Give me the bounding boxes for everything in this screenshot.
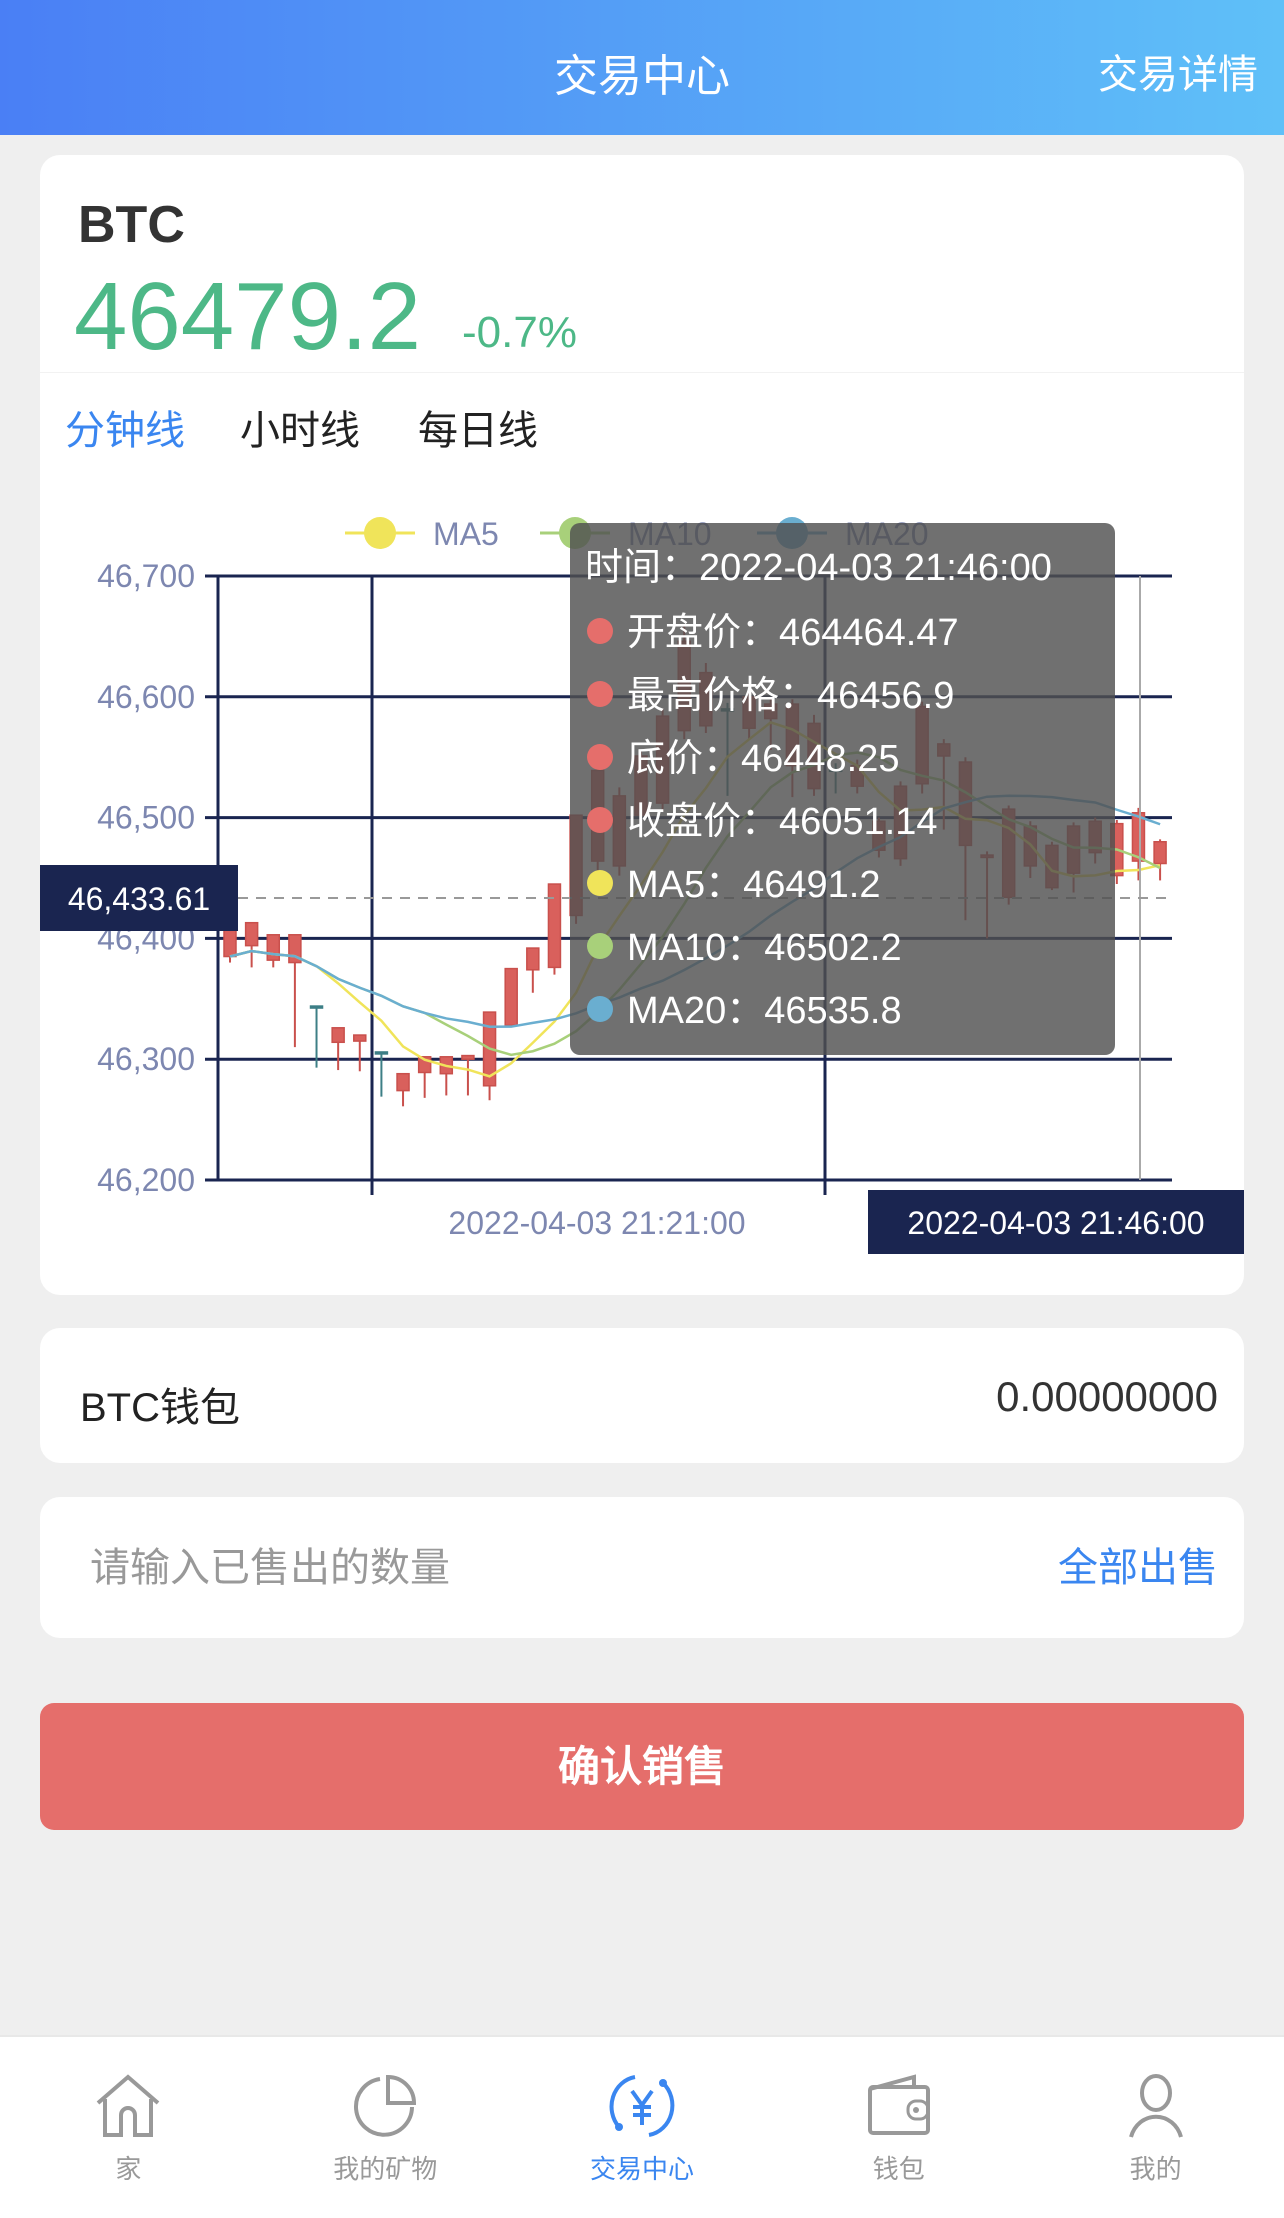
- kline-chart[interactable]: MA5 MA10 MA20 46,70046,60046,50046,40046…: [0, 480, 1284, 1280]
- candle: [353, 1034, 367, 1072]
- sell-all-button[interactable]: 全部出售: [1058, 1546, 1218, 1590]
- nav-home[interactable]: 家: [0, 2037, 257, 2218]
- tooltip-dot: [587, 744, 613, 770]
- nav-label: 交易中心: [589, 2154, 694, 2184]
- crosshair-x-label-box: [868, 1190, 1244, 1254]
- trade-details-link[interactable]: 交易详情: [1098, 53, 1258, 97]
- header: 交易中心 交易详情: [0, 0, 1284, 135]
- y-tick-label: 46,600: [97, 679, 195, 715]
- tab-minute[interactable]: 分钟线: [65, 409, 185, 453]
- nav-label: 家: [115, 2154, 142, 2184]
- bottom-nav: 家 我的矿物 交易中心 钱包 我的: [0, 2035, 1284, 2218]
- coin-symbol: BTC: [78, 196, 185, 254]
- tooltip-row: MA20：46535.8: [627, 990, 902, 1032]
- price-change: -0.7%: [462, 308, 577, 357]
- nav-wallet[interactable]: 钱包: [770, 2037, 1027, 2218]
- home-icon: [97, 2074, 160, 2137]
- crosshair-x-label: 2022-04-03 21:46:00: [907, 1205, 1204, 1241]
- wallet-balance: 0.00000000: [996, 1373, 1218, 1420]
- pie-chart-icon: [354, 2074, 417, 2137]
- tooltip-row: 底价：46448.25: [627, 738, 900, 780]
- y-tick-label: 46,200: [97, 1162, 195, 1198]
- x-axis-label: 2022-04-03 21:21:00: [448, 1205, 745, 1241]
- tooltip-time: 时间：2022-04-03 21:46:00: [585, 547, 1052, 589]
- y-tick-label: 46,500: [97, 800, 195, 836]
- candle: [526, 947, 540, 993]
- nav-label: 我的矿物: [333, 2154, 438, 2184]
- tooltip-row: 收盘价：46051.14: [627, 801, 938, 843]
- tooltip-dot: [587, 870, 613, 896]
- candle: [244, 921, 259, 968]
- candle: [288, 934, 302, 1048]
- crosshair-y-label-box: [40, 865, 238, 931]
- tooltip-row: 最高价格：46456.9: [627, 675, 954, 717]
- candle: [547, 883, 562, 975]
- wallet-label: BTC钱包: [80, 1386, 240, 1430]
- nav-me[interactable]: 我的: [1027, 2037, 1284, 2218]
- legend-ma5[interactable]: MA5: [345, 516, 499, 552]
- candle: [331, 1027, 345, 1071]
- divider: [40, 372, 1244, 373]
- y-tick-label: 46,300: [97, 1041, 195, 1077]
- wallet-icon: [867, 2074, 930, 2135]
- candle: [439, 1056, 454, 1096]
- sell-amount-input[interactable]: [90, 1540, 890, 1596]
- nav-label: 钱包: [872, 2154, 925, 2184]
- y-tick-label: 46,700: [97, 558, 195, 594]
- candle: [1153, 839, 1167, 881]
- candle: [1131, 807, 1146, 881]
- tooltip-dot: [587, 681, 613, 707]
- chart-tooltip: 时间：2022-04-03 21:46:00 开盘价：464464.47 最高价格…: [570, 523, 1115, 1055]
- tooltip-row: 开盘价：464464.47: [627, 612, 959, 654]
- tooltip-dot: [587, 996, 613, 1022]
- candle: [266, 934, 281, 968]
- candle: [309, 1005, 324, 1068]
- candle: [504, 967, 518, 1027]
- nav-trade-center[interactable]: 交易中心: [514, 2037, 771, 2218]
- wallet-card: [40, 1328, 1244, 1463]
- crosshair-y-label: 46,433.61: [68, 881, 210, 917]
- tooltip-dot: [587, 933, 613, 959]
- coin-price: 46479.2: [74, 263, 422, 370]
- confirm-sell-button[interactable]: 确认销售: [40, 1703, 1244, 1830]
- yuan-exchange-icon: [609, 2075, 675, 2137]
- tooltip-dot: [587, 807, 613, 833]
- candle: [396, 1072, 410, 1107]
- nav-label: 我的: [1129, 2154, 1182, 2184]
- page-title: 交易中心: [554, 52, 730, 101]
- tab-hour[interactable]: 小时线: [240, 409, 360, 453]
- candle: [461, 1054, 475, 1096]
- legend-label: MA5: [433, 516, 499, 552]
- tooltip-row: MA10：46502.2: [627, 927, 902, 969]
- user-icon: [1128, 2074, 1183, 2138]
- candle: [417, 1056, 432, 1098]
- tooltip-row: MA5：46491.2: [627, 864, 881, 906]
- tab-day[interactable]: 每日线: [418, 409, 538, 453]
- nav-my-mining[interactable]: 我的矿物: [257, 2037, 514, 2218]
- candle: [374, 1051, 389, 1097]
- tooltip-dot: [587, 618, 613, 644]
